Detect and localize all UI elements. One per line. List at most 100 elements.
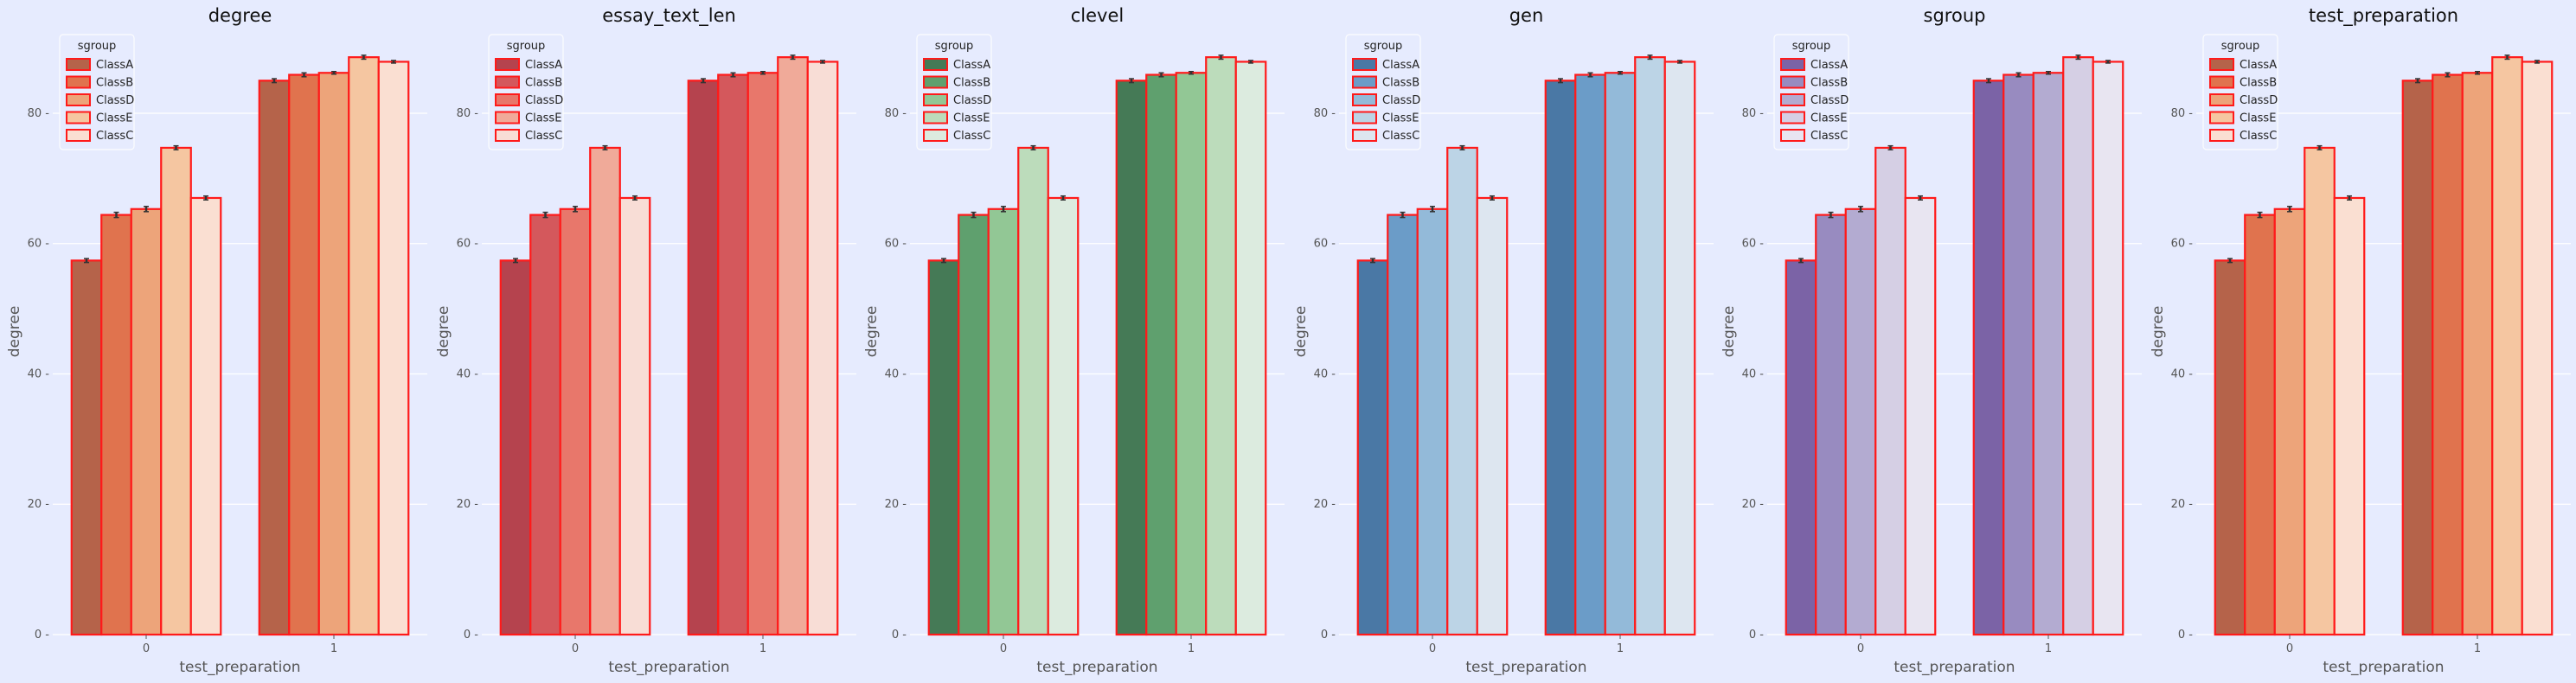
y-tick-label: 20 -: [885, 498, 907, 511]
legend: sgroup ClassA ClassB ClassD ClassE ClassC: [1345, 34, 1421, 150]
bar-ClassA-0: [1356, 259, 1389, 636]
x-axis-label: test_preparation: [1465, 659, 1586, 676]
bar-ClassE-0: [2304, 146, 2336, 636]
legend-swatch: [2209, 111, 2234, 124]
bar-ClassA-1: [1544, 80, 1577, 636]
bar-ClassA-1: [258, 80, 291, 636]
legend-label: ClassD: [953, 94, 991, 107]
bar-ClassE-0: [589, 146, 621, 636]
chart-panel-0: 0 - 20 - 40 - 60 - 80 - 0 1 test_preparation deg…: [6, 5, 427, 676]
bar-ClassB-0: [529, 214, 561, 636]
bar-ClassE-1: [2491, 56, 2523, 636]
chart-panel-4: 0 - 20 - 40 - 60 - 80 - 0 1 test_preparation deg…: [1721, 5, 2142, 676]
legend: sgroup ClassA ClassB ClassD ClassE ClassC: [488, 34, 564, 150]
x-tick-label: 0: [1857, 642, 1864, 655]
y-axis-label: degree: [2150, 306, 2167, 358]
bar-ClassC-1: [1663, 61, 1696, 636]
y-tick-label: 40 -: [1742, 367, 1765, 380]
legend-label: ClassD: [1810, 94, 1849, 107]
x-tick-label: 1: [2045, 642, 2052, 655]
y-tick-label: 0 -: [892, 629, 907, 642]
bar-ClassD-1: [2032, 72, 2065, 636]
bar-ClassB-0: [958, 214, 990, 636]
bar-ClassA-1: [1115, 80, 1148, 636]
y-tick-label: 0 -: [2178, 629, 2193, 642]
y-tick-label: 60 -: [28, 238, 50, 251]
bar-ClassD-0: [1844, 207, 1877, 636]
legend-title: sgroup: [507, 40, 546, 53]
bar-ClassB-1: [1145, 73, 1177, 636]
legend-label: ClassA: [2240, 59, 2277, 72]
legend: sgroup ClassA ClassB ClassD ClassE ClassC: [1773, 34, 1849, 150]
bar-ClassC-1: [2092, 61, 2124, 636]
legend: sgroup ClassA ClassB ClassD ClassE ClassC: [916, 34, 992, 150]
x-axis-label: test_preparation: [608, 659, 729, 676]
y-tick-label: 80 -: [885, 107, 907, 120]
bar-ClassC-0: [618, 196, 651, 636]
y-axis-label: degree: [435, 306, 452, 358]
y-tick-label: 0 -: [1749, 629, 1764, 642]
bar-ClassD-0: [559, 207, 592, 636]
legend-label: ClassB: [96, 77, 133, 90]
y-tick-label: 80 -: [28, 107, 50, 120]
legend-label: ClassE: [1382, 112, 1419, 125]
legend-swatch: [495, 93, 520, 106]
bar-ClassA-0: [70, 259, 103, 636]
bar-ClassC-1: [806, 61, 839, 636]
bar-ClassB-1: [2432, 73, 2464, 636]
legend: sgroup ClassA ClassB ClassD ClassE ClassC: [59, 34, 135, 150]
legend-label: ClassA: [1810, 59, 1848, 72]
bar-ClassD-1: [317, 72, 350, 636]
legend-label: ClassC: [2240, 130, 2277, 143]
y-tick-label: 0 -: [464, 629, 478, 642]
bar-ClassC-0: [1476, 196, 1509, 636]
y-tick-label: 60 -: [2171, 238, 2194, 251]
bar-ClassA-0: [927, 259, 960, 636]
y-axis-label: degree: [1292, 306, 1310, 358]
legend-label: ClassC: [1810, 130, 1848, 143]
y-tick-label: 20 -: [28, 498, 50, 511]
bar-ClassB-1: [2002, 73, 2035, 636]
legend-label: ClassA: [1382, 59, 1419, 72]
x-axis-label: test_preparation: [179, 659, 300, 676]
legend-label: ClassE: [953, 112, 990, 125]
legend-swatch: [495, 75, 520, 89]
legend-swatch: [1780, 111, 1805, 124]
bar-ClassE-1: [348, 56, 380, 636]
legend-label: ClassE: [2240, 112, 2276, 125]
bar-ClassD-0: [130, 207, 163, 636]
legend-swatch: [495, 129, 520, 142]
chart-panel-5: 0 -20 -40 -60 -80 -0 1test_preparationdeg…: [2150, 5, 2571, 676]
legend-swatch: [2209, 58, 2234, 71]
legend-swatch: [923, 75, 948, 89]
y-tick-label: 60 -: [1314, 238, 1336, 251]
bar-ClassA-0: [1785, 259, 1817, 636]
legend-label: ClassE: [1810, 112, 1847, 125]
chart-panel-3: 0 - 20 - 40 - 60 - 80 - 0 1 test_preparation deg…: [1292, 5, 1714, 676]
y-tick-label: 40 -: [885, 367, 907, 380]
chart-title: essay_text_len: [602, 5, 736, 27]
x-tick-label: 0: [1000, 642, 1007, 655]
y-tick-label: 40 -: [2171, 367, 2194, 380]
y-tick-label: 20 -: [1742, 498, 1765, 511]
bar-ClassB-0: [1387, 214, 1419, 636]
x-axis-label: test_preparation: [1036, 659, 1157, 676]
legend-label: ClassA: [96, 59, 133, 72]
legend-label: ClassA: [953, 59, 990, 72]
bar-ClassD-0: [2273, 207, 2306, 636]
x-tick-label: 1: [2474, 642, 2481, 655]
bar-ClassA-1: [1972, 80, 2005, 636]
legend: sgroup ClassA ClassB ClassD ClassE ClassC: [2202, 34, 2278, 150]
legend-label: ClassB: [525, 77, 562, 90]
legend-swatch: [923, 111, 948, 124]
bar-ClassA-0: [2214, 259, 2246, 636]
legend-label: ClassE: [525, 112, 561, 125]
legend-swatch: [495, 58, 520, 71]
legend-swatch: [2209, 75, 2234, 89]
y-tick-label: 20 -: [1314, 498, 1336, 511]
bar-ClassD-0: [1416, 207, 1449, 636]
y-axis-label: degree: [6, 306, 23, 358]
legend-label: ClassA: [525, 59, 562, 72]
legend-swatch: [66, 75, 91, 89]
